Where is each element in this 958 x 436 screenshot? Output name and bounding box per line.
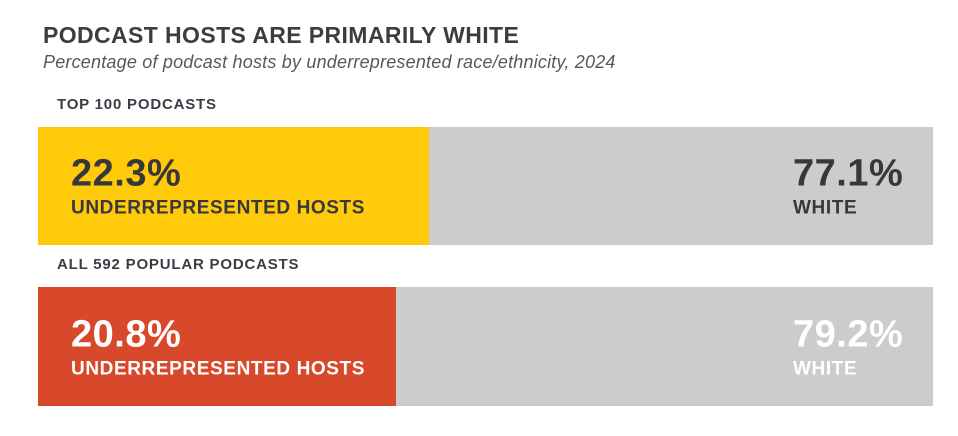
segment-underrepresented-top-100 bbox=[38, 127, 429, 245]
segment-white-top-100 bbox=[429, 127, 933, 245]
bar-label-top-100-podcasts: TOP 100 PODCASTS bbox=[57, 96, 217, 113]
caption-white-top-100: WHITE bbox=[793, 197, 858, 219]
segment-white-all-592 bbox=[396, 287, 933, 406]
bar-label-all-592-popular-podcasts: ALL 592 POPULAR PODCASTS bbox=[57, 256, 300, 273]
value-underrepresented-all-592: 20.8% bbox=[71, 313, 182, 355]
label-block-underrepresented-top-100: 22.3% UNDERREPRESENTED HOSTS bbox=[71, 155, 365, 218]
bar-all-592-popular-podcasts: 20.8% UNDERREPRESENTED HOSTS 79.2% WHITE bbox=[38, 287, 933, 406]
caption-underrepresented-top-100: UNDERREPRESENTED HOSTS bbox=[71, 197, 366, 219]
chart-title: PODCAST HOSTS ARE PRIMARILY WHITE bbox=[43, 22, 520, 48]
segment-underrepresented-all-592 bbox=[38, 287, 396, 406]
label-block-white-top-100: 77.1% WHITE bbox=[793, 155, 903, 218]
value-white-all-592: 79.2% bbox=[793, 313, 904, 355]
caption-underrepresented-all-592: UNDERREPRESENTED HOSTS bbox=[71, 358, 366, 379]
value-white-top-100: 77.1% bbox=[793, 152, 904, 195]
label-block-underrepresented-all-592: 20.8% UNDERREPRESENTED HOSTS bbox=[71, 315, 365, 378]
bar-top-100-podcasts: 22.3% UNDERREPRESENTED HOSTS 77.1% WHITE bbox=[38, 127, 933, 245]
caption-white-all-592: WHITE bbox=[793, 358, 858, 379]
value-underrepresented-top-100: 22.3% bbox=[71, 152, 182, 195]
label-block-white-all-592: 79.2% WHITE bbox=[793, 315, 903, 378]
chart-subtitle: Percentage of podcast hosts by underrepr… bbox=[43, 52, 616, 72]
